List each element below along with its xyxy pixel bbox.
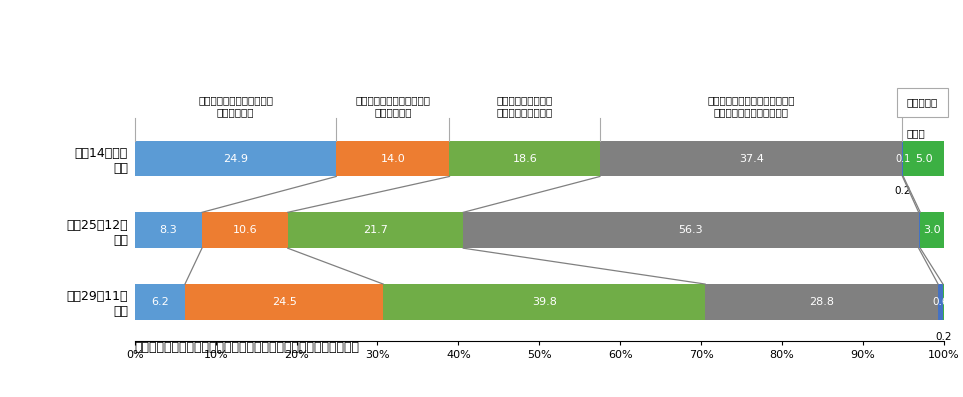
Text: 18.6: 18.6	[512, 154, 537, 164]
Text: その他: その他	[906, 128, 925, 138]
Text: 24.9: 24.9	[223, 154, 248, 164]
Text: 6.2: 6.2	[151, 297, 169, 307]
Text: 3.0: 3.0	[924, 225, 941, 235]
Text: 56.3: 56.3	[679, 225, 703, 235]
Text: 0.2: 0.2	[935, 332, 952, 342]
Bar	[705, 284, 938, 320]
Text: 8.3: 8.3	[160, 225, 177, 235]
Bar	[135, 141, 336, 177]
Text: 0.2: 0.2	[894, 186, 911, 196]
Bar	[383, 284, 705, 320]
Bar	[903, 141, 944, 177]
Bar	[135, 212, 202, 248]
Text: 21.7: 21.7	[363, 225, 388, 235]
Bar	[897, 88, 948, 117]
Text: 自助に重点を置いた
対応をすべきである: 自助に重点を置いた 対応をすべきである	[497, 95, 553, 117]
Text: 24.5: 24.5	[272, 297, 297, 307]
Text: 公助に重点を置いた対応を
すべきである: 公助に重点を置いた対応を すべきである	[198, 95, 273, 117]
Bar	[336, 141, 450, 177]
Text: 28.8: 28.8	[809, 297, 834, 307]
Bar	[450, 141, 600, 177]
Bar	[921, 212, 945, 248]
Bar	[288, 212, 463, 248]
Text: 0.6: 0.6	[932, 297, 949, 307]
Bar	[185, 284, 383, 320]
Text: 10.6: 10.6	[232, 225, 257, 235]
Text: わからない: わからない	[907, 98, 938, 108]
Text: 5.0: 5.0	[915, 154, 932, 164]
Bar	[938, 284, 943, 320]
Bar	[463, 212, 919, 248]
Bar	[135, 284, 185, 320]
Text: 37.4: 37.4	[739, 154, 764, 164]
Text: 14.0: 14.0	[380, 154, 405, 164]
Bar	[919, 212, 921, 248]
Text: 39.8: 39.8	[532, 297, 557, 307]
Text: 共助に重点を置いた対応を
すべきである: 共助に重点を置いた対応を すべきである	[355, 95, 430, 117]
Bar	[943, 284, 945, 320]
Text: 公助、共助、自助のバランスが
取れた対応をすべきである: 公助、共助、自助のバランスが 取れた対応をすべきである	[708, 95, 795, 117]
Bar	[202, 212, 288, 248]
Bar	[600, 141, 902, 177]
Text: 出典：内阁府政府広報室「防災に関する世論調査」より内阁府作成: 出典：内阁府政府広報室「防災に関する世論調査」より内阁府作成	[135, 341, 360, 355]
Text: 0.1: 0.1	[896, 154, 910, 164]
